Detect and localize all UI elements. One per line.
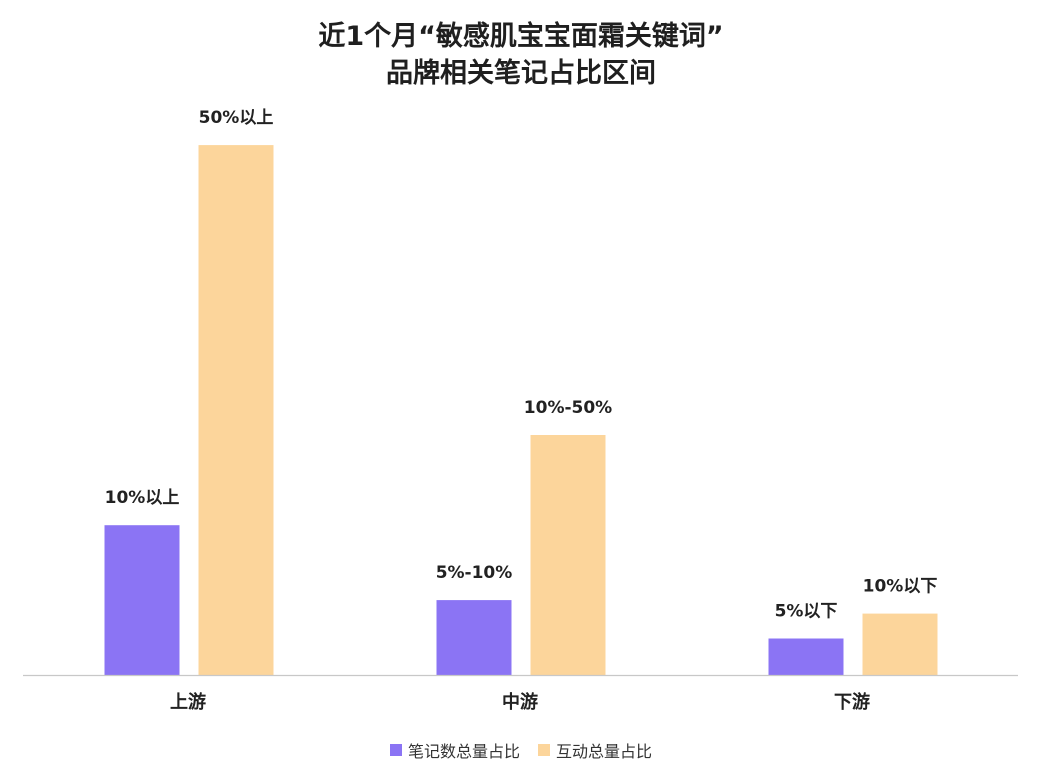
data-label-notes-0: 10%以上 xyxy=(105,488,180,508)
x-tick-label-1: 中游 xyxy=(502,691,538,713)
data-label-interactions-2: 10%以下 xyxy=(863,577,938,597)
data-label-notes-1: 5%-10% xyxy=(436,563,513,583)
legend: 笔记数总量占比 互动总量占比 xyxy=(0,738,1042,762)
chart-title: 近1个月“敏感肌宝宝面霜关键词” 品牌相关笔记占比区间 xyxy=(0,18,1042,92)
bar-interactions-1 xyxy=(530,435,606,675)
bar-interactions-0 xyxy=(198,145,274,676)
x-tick-label-0: 上游 xyxy=(170,691,206,713)
legend-label-interactions: 互动总量占比 xyxy=(556,742,653,761)
chart-title-line-2: 品牌相关笔记占比区间 xyxy=(386,58,656,89)
legend-swatch-interactions xyxy=(538,744,550,756)
data-label-interactions-0: 50%以上 xyxy=(199,108,274,128)
bar-interactions-2 xyxy=(862,613,938,675)
bar-notes-2 xyxy=(768,638,844,675)
data-label-notes-2: 5%以下 xyxy=(775,602,838,622)
legend-item-notes: 笔记数总量占比 xyxy=(389,738,520,762)
x-tick-label-2: 下游 xyxy=(834,691,870,713)
bar-notes-1 xyxy=(436,600,512,675)
legend-item-interactions: 互动总量占比 xyxy=(538,738,652,762)
legend-label-notes: 笔记数总量占比 xyxy=(407,742,520,761)
legend-swatch-notes xyxy=(389,744,402,756)
data-label-interactions-1: 10%-50% xyxy=(524,398,612,418)
chart-title-line-1: 近1个月“敏感肌宝宝面霜关键词” xyxy=(318,21,724,52)
bar-notes-0 xyxy=(104,525,180,675)
